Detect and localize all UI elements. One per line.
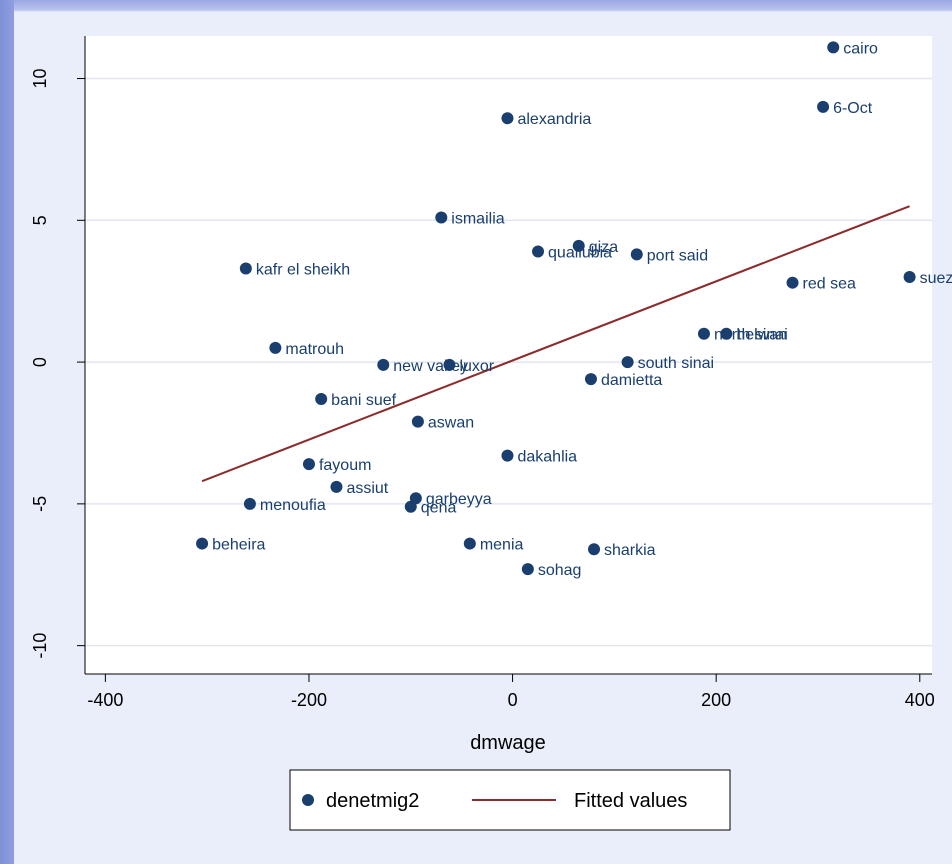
point-label: beheira [212, 537, 265, 554]
point-label: alexandria [517, 111, 591, 128]
point-label: new valley [393, 358, 468, 375]
data-point [443, 358, 456, 371]
legend-label-denetmig2: denetmig2 [326, 790, 419, 812]
point-label: kafr el sheikh [256, 262, 350, 279]
point-label: luxor [459, 358, 494, 375]
point-label: assiut [346, 480, 388, 497]
data-point [269, 341, 282, 354]
point-label: qualiubia [548, 245, 612, 262]
data-points: cairo 6-Oct alexandria ismailia kafr el shei… [196, 40, 952, 579]
data-point [903, 271, 916, 284]
point-label: fayoum [319, 457, 371, 474]
data-point [315, 392, 328, 405]
point-label: qena [421, 500, 457, 517]
data-point [239, 262, 252, 275]
data-point [196, 537, 209, 550]
point-label: bani suef [331, 392, 396, 409]
data-point [827, 41, 840, 54]
point-label: south sinai [638, 355, 715, 372]
data-point [404, 500, 417, 513]
point-label: 6-Oct [833, 100, 873, 117]
point-label: sohag [538, 562, 582, 579]
point-label: giza [589, 239, 618, 256]
point-label: matrouh [285, 341, 344, 358]
fitted-line-layer [201, 205, 910, 483]
x-tick-label: 0 [508, 690, 518, 710]
data-point [584, 373, 597, 386]
data-point [630, 248, 643, 261]
y-tick-label: -10 [30, 633, 50, 659]
data-point [501, 112, 514, 125]
point-label: damietta [601, 372, 662, 389]
data-point [786, 276, 799, 289]
x-tick-label: -400 [87, 690, 123, 710]
data-point [521, 563, 534, 576]
x-tick-label: 200 [701, 690, 731, 710]
y-axis: -10 -5 0 5 10 [30, 36, 86, 674]
x-tick-label: 400 [905, 690, 935, 710]
point-label: suez [920, 270, 952, 287]
data-point [243, 497, 256, 510]
legend-label-fitted: Fitted values [574, 790, 687, 812]
x-axis: -400 -200 0 200 400 [85, 673, 935, 710]
data-point [621, 356, 634, 369]
point-label: helwan [736, 327, 787, 344]
data-point [302, 458, 315, 471]
data-point [501, 449, 514, 462]
x-tick-label: -200 [291, 690, 327, 710]
point-label: aswan [428, 415, 474, 432]
point-label: red sea [803, 276, 856, 293]
y-tick-label: 10 [30, 69, 50, 89]
y-tick-label: 0 [30, 357, 50, 367]
point-label: port said [647, 247, 708, 264]
plot-area [85, 36, 932, 674]
y-tick-label: -5 [30, 496, 50, 512]
point-label: garbeyya [426, 491, 492, 508]
fitted-values-line [201, 205, 910, 483]
data-point [572, 239, 585, 252]
point-label: cairo [843, 40, 878, 57]
point-label: menia [480, 537, 524, 554]
data-point [532, 245, 545, 258]
chart-frame: cairo 6-Oct alexandria ismailia kafr el shei… [14, 0, 952, 864]
legend: denetmig2 Fitted values [289, 769, 731, 831]
legend-marker-denetmig2 [302, 794, 314, 806]
data-point [411, 415, 424, 428]
data-point [330, 480, 343, 493]
scatter-chart: cairo 6-Oct alexandria ismailia kafr el shei… [30, 36, 952, 831]
point-label: ismailia [451, 210, 504, 227]
point-label: north sinai [714, 327, 788, 344]
data-point [463, 537, 476, 550]
data-point [588, 543, 601, 556]
data-point [435, 211, 448, 224]
data-point [377, 358, 390, 371]
y-tick-label: 5 [30, 215, 50, 225]
point-label: sharkia [604, 542, 656, 559]
data-point [720, 327, 733, 340]
point-label: menoufia [260, 497, 326, 514]
point-label: dakahlia [517, 449, 577, 466]
x-axis-title: dmwage [470, 732, 546, 754]
data-point [697, 327, 710, 340]
data-point [817, 100, 830, 113]
